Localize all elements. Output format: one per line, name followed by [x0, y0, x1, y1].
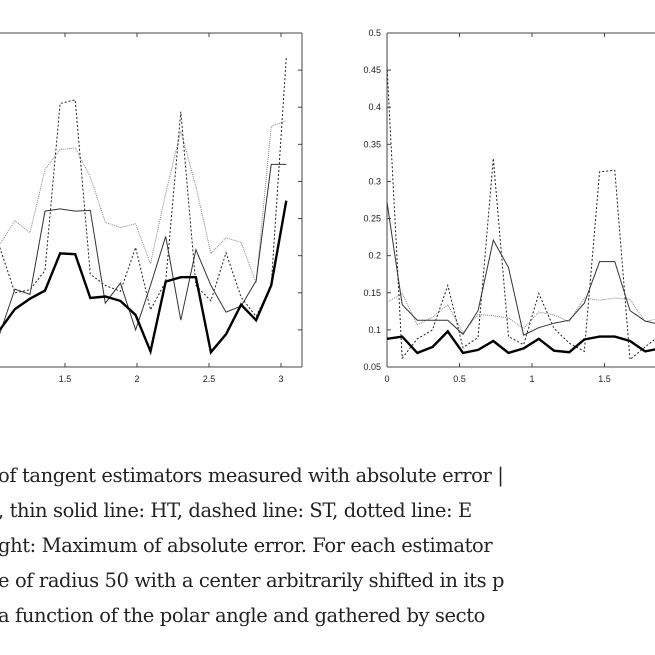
x-tick-label: 0.5: [453, 374, 466, 384]
figure-caption: of tangent estimators measured with abso…: [0, 458, 655, 633]
x-tick-label: 3: [278, 374, 283, 384]
x-tick-label: 1.5: [598, 374, 611, 384]
x-tick-label: 0: [384, 374, 389, 384]
y-tick-label: 0.15: [363, 288, 381, 298]
caption-line-2: , thin solid line: HT, dashed line: ST, …: [0, 499, 472, 522]
caption-line-3: ght: Maximum of absolute error. For each…: [0, 534, 493, 557]
y-tick-label: 0.45: [363, 65, 381, 75]
series-line-thick: [0, 200, 288, 356]
figure: 1.5 2 2.5 3 0 0.5 1 1.5 0.05 0.1 0.15 0.2 0.25 0.3 0.…: [0, 28, 655, 384]
x-tick-label: 1: [529, 374, 534, 384]
caption-line-5: a function of the polar angle and gather…: [0, 604, 485, 627]
y-tick-label: 0.3: [368, 176, 381, 186]
y-tick-label: 0.05: [363, 362, 381, 372]
series-line-dotted: [0, 120, 287, 284]
series-line-dashed: [0, 57, 287, 318]
x-tick-label: 2.5: [203, 374, 216, 384]
caption-line-1: of tangent estimators measured with abso…: [0, 464, 504, 487]
series-line-dashed: [387, 66, 655, 361]
series-line-thin: [387, 202, 655, 336]
series-line-dotted: [387, 292, 655, 334]
y-tick-label: 0.1: [368, 325, 381, 335]
y-tick-label: 0.25: [363, 214, 381, 224]
y-tick-label: 0.5: [368, 28, 381, 38]
x-tick-label: 2: [134, 374, 139, 384]
plot-mean-error: 1.5 2 2.5 3: [0, 32, 303, 384]
y-tick-label: 0.4: [368, 102, 381, 112]
y-tick-label: 0.2: [368, 251, 381, 261]
x-tick-label: 1.5: [59, 374, 72, 384]
caption-line-4: e of radius 50 with a center arbitrarily…: [0, 569, 505, 592]
series-line-thick: [387, 329, 655, 355]
y-tick-label: 0.35: [363, 139, 381, 149]
plot-max-error: 0 0.5 1 1.5 0.05 0.1 0.15 0.2 0.25 0.3 0.35 0.4 0.45…: [363, 28, 655, 384]
